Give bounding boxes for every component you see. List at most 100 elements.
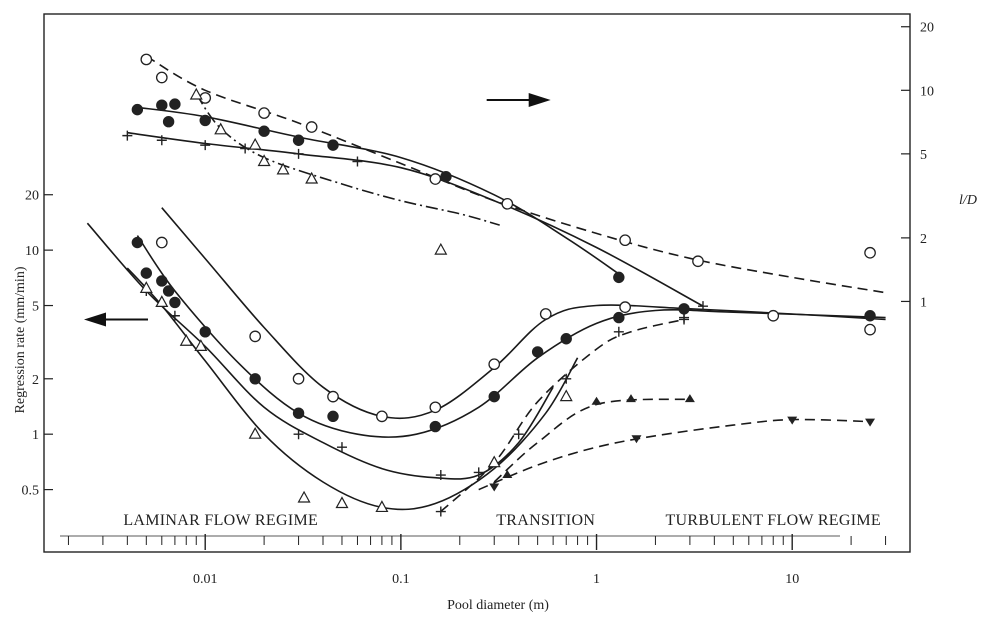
filled-circle-marker — [169, 98, 181, 110]
filled-circle-marker — [249, 373, 261, 385]
open-triangle-marker — [276, 162, 290, 175]
arrow-right-icon — [528, 92, 551, 107]
right-y-tick-label: 5 — [920, 148, 927, 163]
filled-circle-marker — [169, 296, 181, 309]
open-circle-marker — [767, 309, 780, 322]
open-circle-marker — [619, 301, 631, 314]
right-y-tick-label: 10 — [920, 84, 934, 99]
plus-marker — [240, 143, 251, 154]
filled-triangle-marker — [684, 394, 695, 403]
filled-circle-marker — [678, 303, 690, 315]
open-triangle-marker — [305, 171, 319, 184]
open-triangle-marker — [179, 333, 193, 346]
filled-circle-marker — [613, 271, 625, 284]
series-4-curve — [440, 318, 685, 513]
open-circle-marker — [249, 330, 262, 343]
left-y-tick-label: 10 — [25, 244, 39, 259]
plot-frame — [43, 13, 911, 553]
open-circle-marker — [292, 372, 305, 385]
filled-circle-marker — [327, 139, 339, 151]
plus-marker — [293, 148, 304, 159]
filled-circle-marker — [327, 410, 339, 423]
open-circle-marker — [155, 71, 168, 84]
open-circle-marker — [327, 390, 339, 403]
left-y-axis-title: Regression rate (mm/min) — [13, 266, 28, 413]
plus-marker — [352, 156, 363, 167]
plus-marker — [200, 140, 211, 151]
open-circle-marker — [619, 234, 631, 247]
series-5-curve — [493, 398, 690, 483]
right-y-axis-title: l/D — [959, 193, 977, 208]
open-circle-marker — [258, 107, 270, 119]
left-y-tick-label: 5 — [32, 300, 39, 315]
open-circle-marker — [501, 197, 514, 210]
open-triangle-marker — [189, 87, 203, 100]
plus-marker — [336, 442, 347, 453]
filled-circle-marker — [292, 134, 305, 146]
x-tick-label: 0.1 — [392, 572, 410, 587]
open-triangle-marker — [139, 281, 153, 293]
series-9-curve — [127, 131, 704, 307]
open-triangle-marker — [248, 137, 262, 150]
filled-circle-marker — [864, 310, 876, 322]
open-triangle-marker — [297, 490, 311, 503]
plus-marker — [435, 470, 446, 481]
filled-circle-marker — [199, 114, 211, 127]
open-circle-marker — [692, 255, 704, 268]
series-0-curve — [161, 207, 886, 420]
regime-label: TRANSITION — [496, 512, 595, 529]
open-circle-marker — [488, 358, 501, 371]
open-circle-marker — [155, 236, 168, 249]
filled-triangle-marker — [502, 470, 513, 479]
open-circle-marker — [539, 308, 552, 320]
plus-marker — [435, 506, 446, 517]
plus-marker — [169, 310, 180, 321]
open-triangle-marker — [248, 426, 262, 439]
x-tick-label: 0.01 — [193, 572, 218, 587]
filled-circle-marker — [199, 326, 211, 338]
right-y-tick-label: 1 — [920, 295, 927, 310]
filled-triangle-down-marker — [489, 483, 500, 492]
filled-circle-marker — [613, 311, 625, 324]
open-triangle-marker — [559, 389, 573, 402]
series-6-curve — [478, 418, 871, 491]
arrow-left-icon — [83, 312, 106, 327]
x-tick-label: 10 — [785, 572, 799, 587]
series-3-curve — [126, 267, 579, 511]
plus-marker — [156, 135, 167, 146]
filled-circle-marker — [560, 333, 572, 345]
filled-triangle-down-marker — [787, 416, 798, 425]
open-triangle-marker — [194, 339, 208, 351]
plus-marker — [697, 301, 708, 312]
filled-circle-marker — [156, 275, 168, 287]
plus-marker — [293, 429, 304, 440]
filled-circle-marker — [162, 116, 175, 128]
plus-marker — [679, 314, 690, 325]
open-triangle-marker — [375, 500, 389, 513]
open-circle-marker — [864, 246, 876, 259]
series-2-curve — [86, 222, 554, 480]
left-y-tick-label: 0.5 — [22, 484, 40, 499]
filled-triangle-marker — [625, 394, 636, 403]
regime-label: LAMINAR FLOW REGIME — [123, 512, 318, 529]
series-7-curve — [145, 55, 886, 294]
filled-circle-marker — [292, 407, 305, 419]
open-triangle-marker — [214, 122, 228, 135]
open-triangle-marker — [434, 242, 448, 255]
filled-triangle-marker — [591, 396, 602, 405]
filled-circle-marker — [156, 99, 168, 111]
open-triangle-marker — [335, 496, 349, 509]
left-y-tick-label: 20 — [25, 189, 39, 204]
left-y-tick-label: 1 — [32, 428, 39, 443]
right-y-tick-label: 2 — [920, 232, 927, 247]
open-triangle-marker — [487, 455, 501, 468]
plus-marker — [122, 130, 133, 141]
filled-circle-marker — [429, 420, 442, 433]
x-axis-title: Pool diameter (m) — [447, 598, 549, 613]
open-circle-marker — [864, 323, 876, 336]
filled-circle-marker — [162, 285, 175, 297]
series-10-curve — [195, 93, 500, 226]
open-circle-marker — [376, 410, 388, 423]
